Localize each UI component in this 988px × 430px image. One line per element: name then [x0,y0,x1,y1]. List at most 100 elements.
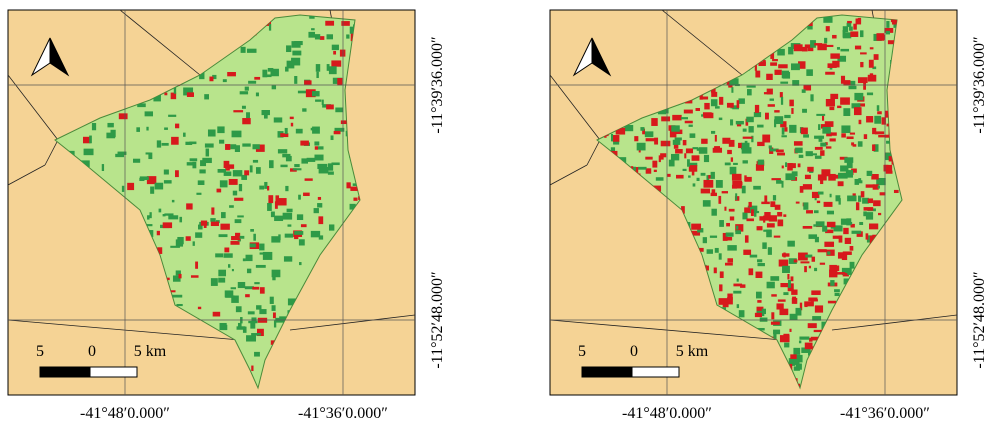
land-patch [843,30,846,38]
land-patch [744,175,746,181]
land-patch [711,193,717,196]
scale-bar-black [582,367,632,377]
land-patch [256,265,266,268]
land-patch [159,209,162,213]
land-patch [711,131,715,134]
land-patch [263,74,272,77]
land-patch [800,261,809,263]
land-patch [805,343,813,350]
land-patch [732,185,737,189]
land-patch [667,174,670,177]
land-patch [814,210,819,213]
land-patch [261,146,263,148]
land-patch [824,202,833,207]
land-patch [711,209,716,216]
land-patch [252,144,259,149]
land-patch [762,309,766,314]
land-patch [866,184,875,187]
land-patch [864,207,874,211]
land-patch [332,45,339,50]
land-patch [783,214,786,217]
land-patch [770,201,775,207]
x-coordinate-label: -41°36′0.000″ [298,405,388,422]
land-patch [743,250,751,255]
land-patch [779,260,788,267]
land-patch [718,196,721,204]
land-patch [753,186,761,190]
land-patch [880,192,886,195]
land-patch [683,140,687,145]
land-patch [742,147,752,153]
land-patch [719,97,723,105]
land-patch [768,104,775,107]
land-patch [299,239,305,245]
land-patch [300,141,309,146]
land-patch [784,127,787,131]
land-patch [743,129,747,132]
land-patch [894,190,899,193]
land-patch [800,186,804,193]
land-patch [331,60,341,66]
land-patch [247,49,257,53]
land-patch [107,123,113,127]
land-patch [168,215,178,219]
land-patch [659,155,661,162]
x-coordinate-label: -41°48′0.000″ [80,405,170,422]
land-patch [637,143,646,151]
land-patch [768,247,772,255]
land-patch [771,322,780,325]
land-patch [802,47,808,52]
land-patch [164,93,167,96]
land-patch [704,155,709,162]
land-patch [805,255,812,258]
land-patch [878,135,885,137]
land-patch [869,60,874,68]
land-patch [190,158,198,161]
land-patch [733,163,738,165]
land-patch [757,300,761,303]
land-patch [311,231,320,237]
land-patch [119,113,128,119]
land-patch [168,115,176,117]
land-patch [799,337,809,340]
land-patch [314,155,323,161]
land-patch [745,235,749,242]
land-patch [856,18,862,24]
land-patch [774,236,781,238]
land-patch [747,89,752,95]
land-patch [218,278,225,283]
land-patch [250,322,255,328]
x-coordinate-label: -41°36′0.000″ [840,405,930,422]
land-patch [669,160,675,167]
land-patch [737,100,740,108]
land-patch [844,157,853,163]
land-patch [687,159,690,166]
land-patch [772,59,778,61]
land-patch [656,177,664,180]
land-patch [227,72,236,76]
land-patch [757,226,763,230]
land-patch [341,21,349,26]
land-patch [689,165,697,172]
land-patch [775,205,781,210]
land-patch [769,145,772,148]
land-patch [803,184,812,189]
land-patch [820,150,824,156]
land-patch [327,34,333,39]
land-patch [858,77,868,83]
land-patch [801,128,808,135]
land-patch [722,191,728,193]
land-patch [773,195,776,200]
land-patch [859,222,863,225]
land-patch [829,107,834,110]
land-patch [264,182,267,189]
land-patch [742,212,747,219]
land-patch [731,87,733,93]
land-patch [704,103,709,109]
land-patch [771,294,777,296]
land-patch [237,215,244,217]
land-patch [840,49,849,52]
land-patch [853,144,857,147]
land-patch [825,121,834,127]
land-patch [737,304,739,308]
